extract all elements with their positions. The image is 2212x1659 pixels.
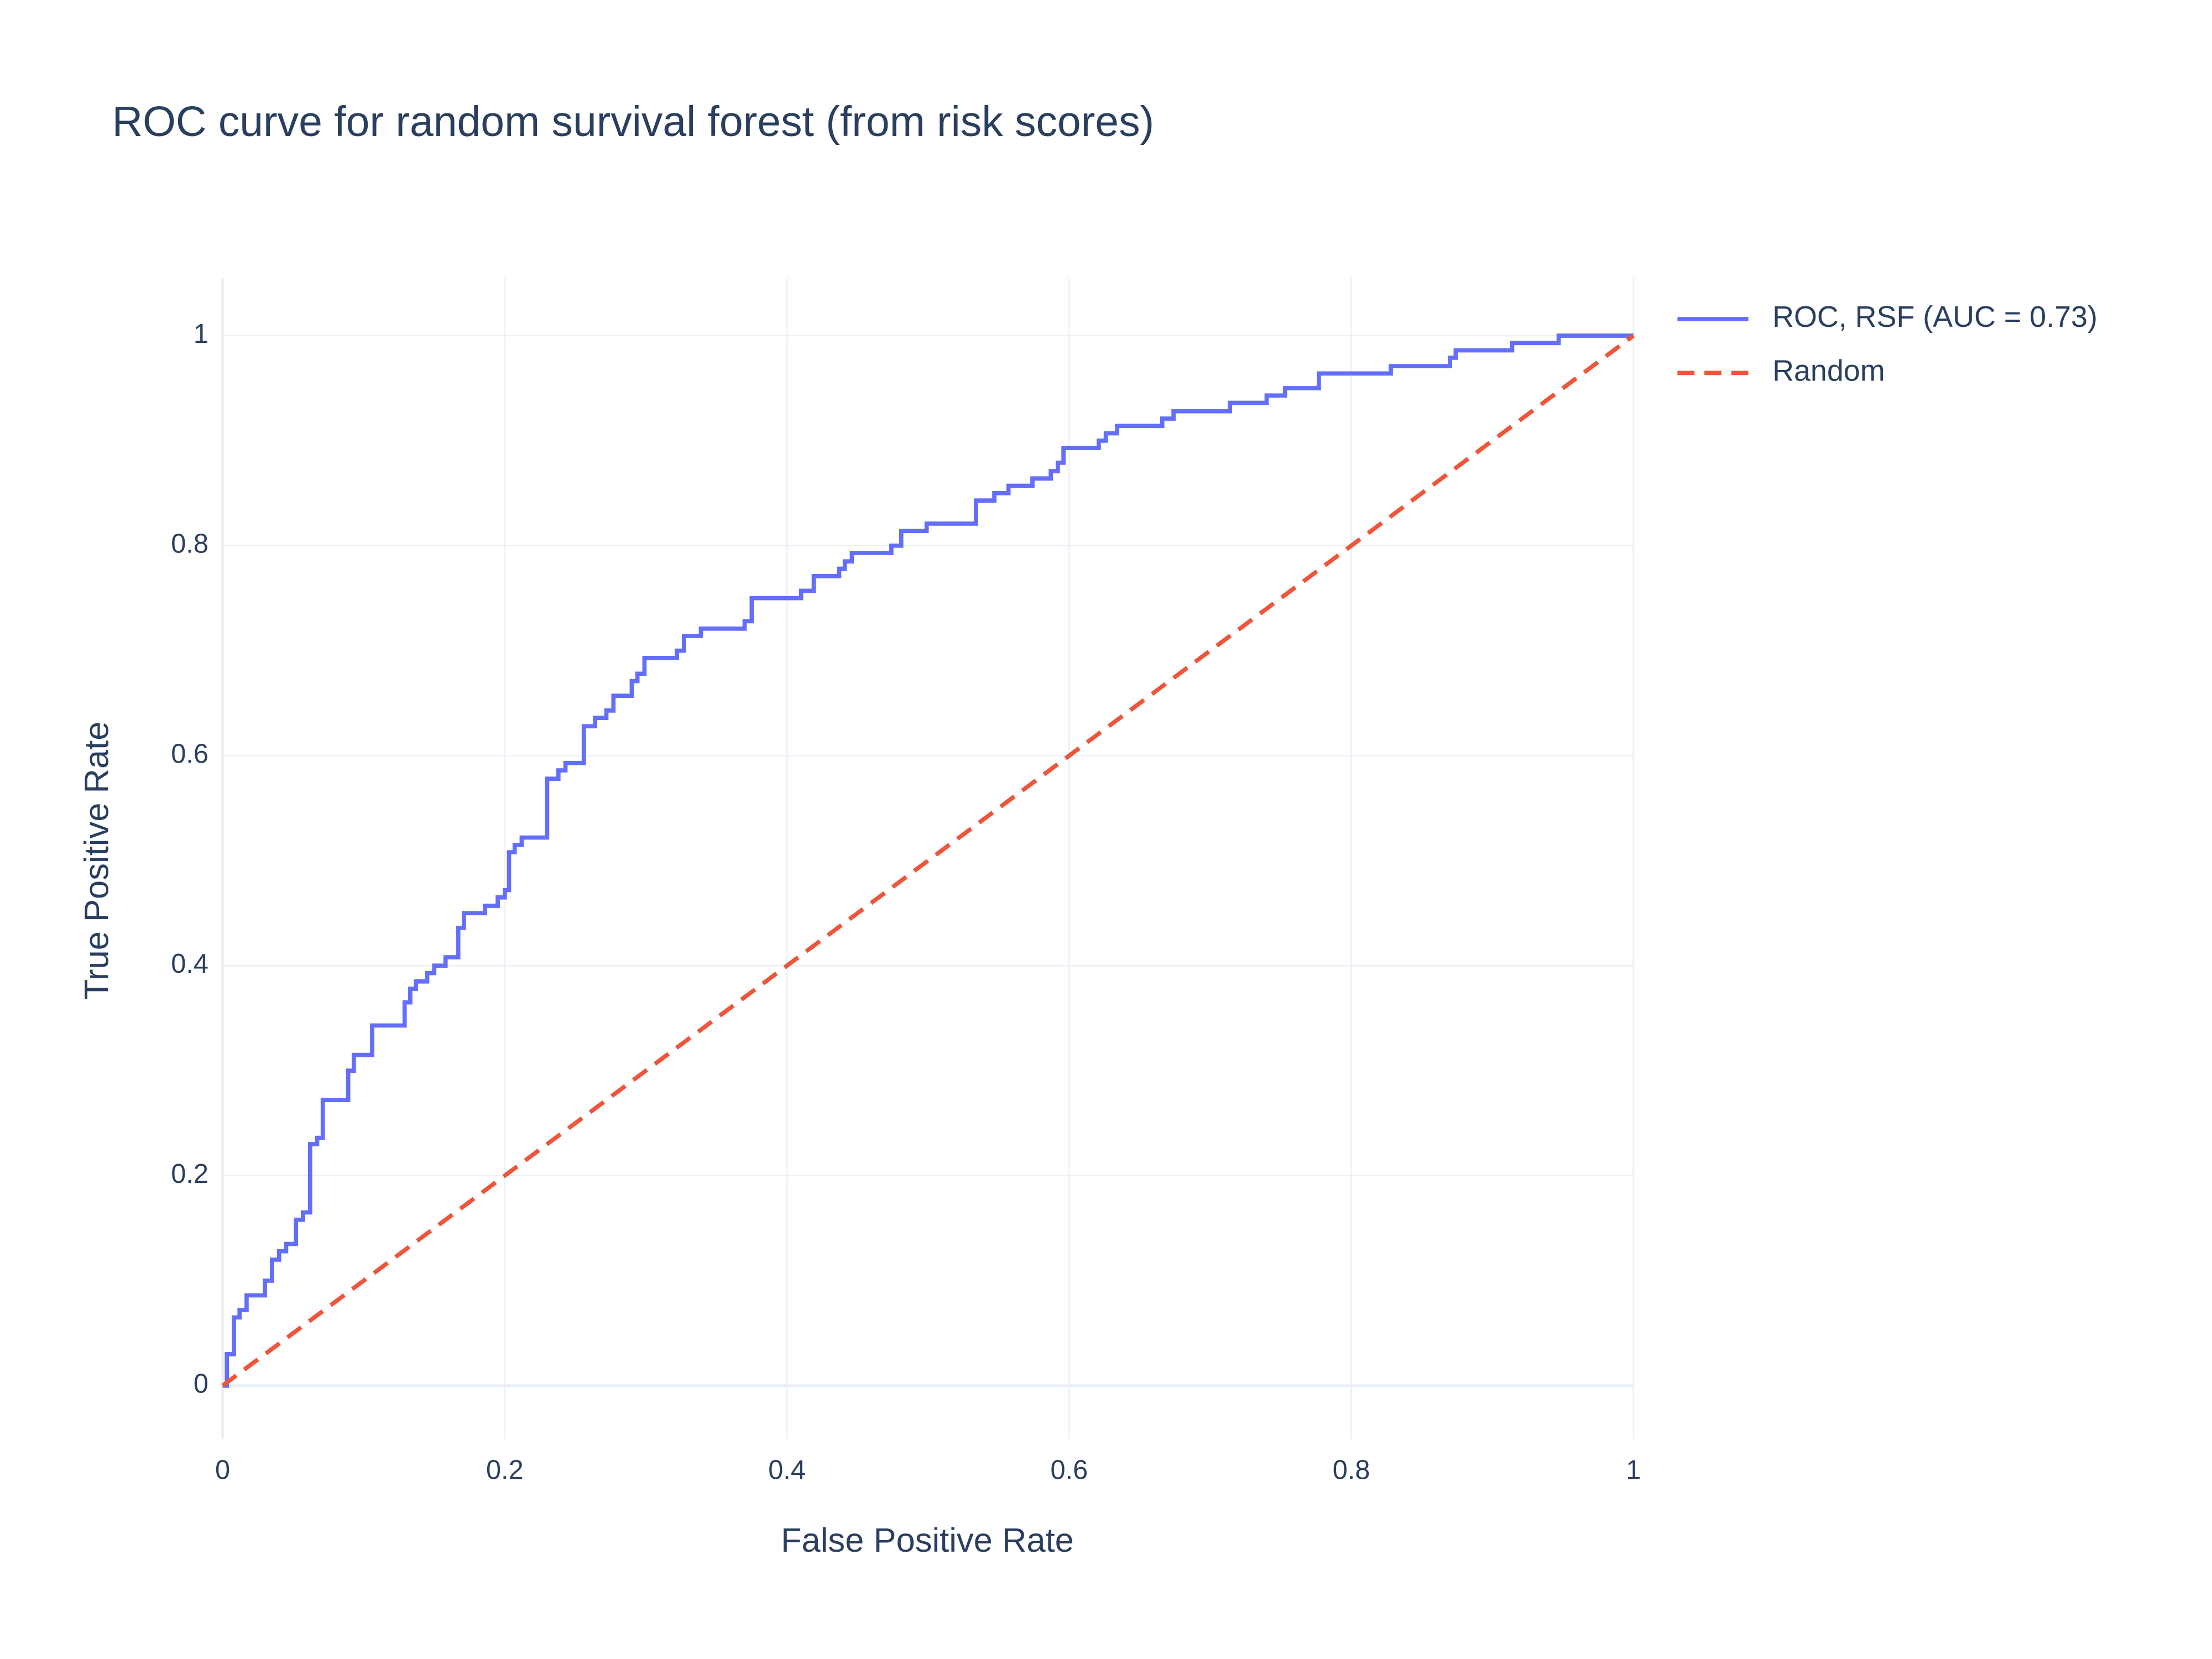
grid bbox=[221, 278, 1635, 1439]
y-tick-label: 0.2 bbox=[171, 1159, 208, 1189]
plot-area bbox=[221, 333, 1635, 1388]
x-tick-label: 0.4 bbox=[768, 1455, 806, 1485]
series-line bbox=[222, 333, 1634, 1388]
chart-title: ROC curve for random survival forest (fr… bbox=[112, 98, 1155, 145]
y-axis-title: True Positive Rate bbox=[78, 722, 116, 1000]
x-tick-label: 1 bbox=[1626, 1455, 1641, 1485]
x-tick-label: 0.6 bbox=[1050, 1455, 1088, 1485]
x-tick-label: 0 bbox=[215, 1455, 230, 1485]
x-axis-title: False Positive Rate bbox=[781, 1521, 1074, 1559]
series-line bbox=[221, 333, 1635, 1387]
y-tick-label: 1 bbox=[194, 319, 208, 349]
y-tick-label: 0.6 bbox=[171, 739, 208, 769]
legend-label: Random bbox=[1772, 354, 1885, 388]
y-tick-label: 0.4 bbox=[171, 949, 208, 979]
legend: ROC, RSF (AUC = 0.73) Random bbox=[1677, 300, 2098, 388]
labels: 0 0.2 0.4 0.6 0.8 1 0 0.2 0.4 0.6 0.8 1 bbox=[171, 319, 1641, 1485]
legend-label: ROC, RSF (AUC = 0.73) bbox=[1772, 300, 2098, 333]
x-tick-label: 0.8 bbox=[1333, 1455, 1370, 1485]
y-tick-label: 0 bbox=[194, 1369, 208, 1399]
y-tick-label: 0.8 bbox=[171, 529, 208, 559]
x-tick-label: 0.2 bbox=[486, 1455, 524, 1485]
